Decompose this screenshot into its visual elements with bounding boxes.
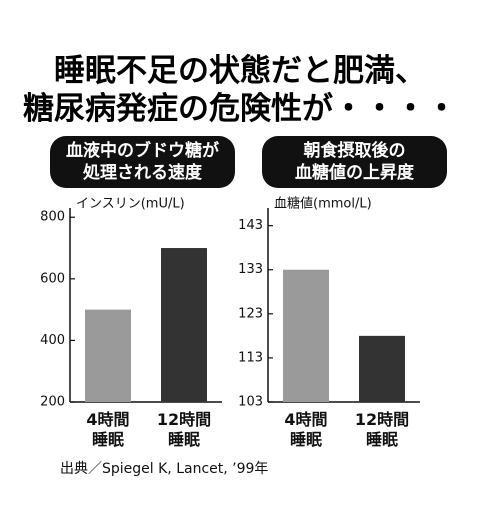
panel-header: 朝食摂取後の 血糖値の上昇度 xyxy=(262,136,447,188)
y-axis-label: 血糖値(mmol/L) xyxy=(274,196,372,212)
y-tick-label: 600 xyxy=(40,271,65,286)
bar xyxy=(85,309,131,402)
y-tick-label: 113 xyxy=(238,350,263,365)
y-tick-label: 143 xyxy=(238,218,263,233)
panel-header: 血液中のブドウ糖が 処理される速度 xyxy=(50,136,235,188)
x-tick-label: 12時間 睡眠 xyxy=(354,410,410,449)
bar xyxy=(283,269,329,402)
source: 出典／Spiegel K, Lancet, ’99年 xyxy=(60,461,269,477)
y-tick-label: 123 xyxy=(238,306,263,321)
y-tick-label: 103 xyxy=(238,395,263,410)
y-tick-label: 133 xyxy=(238,262,263,277)
y-axis-label: インスリン(mU/L) xyxy=(76,197,185,212)
x-tick-label: 12時間 睡眠 xyxy=(156,410,212,449)
page-title: 睡眠不足の状態だと肥満、 糖尿病発症の危険性が・・・・ xyxy=(23,53,457,127)
bar xyxy=(359,335,405,402)
y-tick-label: 200 xyxy=(40,395,65,410)
y-tick-label: 400 xyxy=(40,333,65,348)
y-tick-label: 800 xyxy=(40,210,65,225)
bar xyxy=(161,248,207,402)
x-tick-label: 4時間 睡眠 xyxy=(86,410,130,449)
x-tick-label: 4時間 睡眠 xyxy=(284,410,328,449)
